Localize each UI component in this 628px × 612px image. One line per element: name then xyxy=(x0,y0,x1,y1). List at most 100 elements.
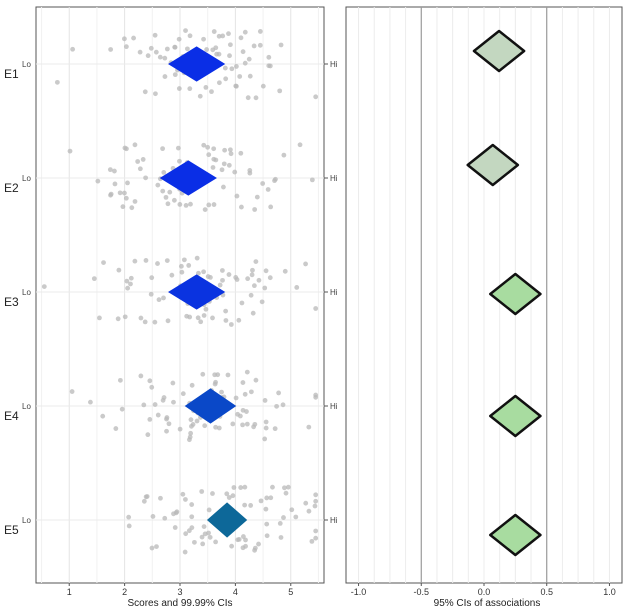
score-point xyxy=(132,142,138,148)
score-point xyxy=(262,436,268,442)
score-point xyxy=(188,430,194,436)
score-point xyxy=(210,165,216,170)
score-point xyxy=(164,428,169,434)
associations-tick-label: -1.0 xyxy=(351,587,367,597)
score-point xyxy=(234,277,240,282)
row-low-anchor: Lo xyxy=(22,174,31,183)
score-point xyxy=(119,406,125,412)
score-point xyxy=(216,33,222,39)
score-point xyxy=(278,42,284,48)
score-point xyxy=(215,372,221,378)
score-point xyxy=(266,54,272,60)
score-point xyxy=(117,190,123,196)
score-point xyxy=(172,72,178,78)
score-point xyxy=(219,268,225,273)
score-point xyxy=(213,539,218,545)
score-point xyxy=(171,399,176,405)
score-point xyxy=(197,93,203,99)
score-point xyxy=(246,56,252,62)
score-point xyxy=(280,402,286,408)
row-high-anchor: Hi xyxy=(330,288,338,297)
score-point xyxy=(265,187,271,192)
row-high-anchor: Hi xyxy=(330,174,338,183)
score-point xyxy=(238,150,244,156)
score-point xyxy=(272,426,278,432)
score-point xyxy=(223,76,229,82)
associations-x-ticks: -1.0 -0.5 0.0 0.5 1.0 xyxy=(351,583,616,597)
associations-x-axis-title: 95% CIs of associations xyxy=(434,598,541,609)
score-point xyxy=(160,188,166,194)
score-point xyxy=(221,161,227,167)
score-point xyxy=(254,194,260,200)
score-point xyxy=(230,421,236,427)
score-point xyxy=(268,204,274,210)
score-point xyxy=(249,272,255,278)
score-point xyxy=(155,261,160,266)
score-point xyxy=(233,83,239,89)
row-high-anchor: Hi xyxy=(330,402,338,411)
score-point xyxy=(97,315,102,321)
score-point xyxy=(124,278,130,284)
score-point xyxy=(226,162,232,168)
scores-tick-label: 5 xyxy=(288,587,293,597)
score-point xyxy=(251,283,257,289)
score-mean-diamond xyxy=(159,160,217,196)
score-point xyxy=(277,520,283,526)
score-point xyxy=(201,142,207,148)
score-point xyxy=(200,371,206,377)
score-point xyxy=(167,189,173,195)
score-point xyxy=(142,89,148,95)
score-point xyxy=(242,484,248,490)
score-point xyxy=(237,413,243,419)
score-point xyxy=(149,545,155,551)
score-point xyxy=(126,523,132,529)
score-point xyxy=(132,199,138,204)
scores-diamonds xyxy=(159,46,248,538)
score-point xyxy=(199,489,205,494)
score-point xyxy=(132,258,138,264)
score-point xyxy=(117,377,123,383)
score-point xyxy=(116,267,122,273)
score-point xyxy=(293,514,299,520)
score-point xyxy=(252,545,258,551)
score-point xyxy=(181,257,187,263)
score-point xyxy=(128,281,133,287)
row-low-anchor: Lo xyxy=(22,288,31,297)
score-point xyxy=(69,389,75,394)
score-point xyxy=(202,423,208,429)
score-point xyxy=(123,195,129,201)
score-point xyxy=(152,32,158,38)
score-point xyxy=(274,403,279,409)
row-label: E1 xyxy=(4,67,19,81)
score-point xyxy=(176,36,182,42)
score-point xyxy=(251,43,257,49)
score-point xyxy=(112,168,117,174)
score-point xyxy=(223,318,229,323)
score-point xyxy=(149,275,155,281)
score-point xyxy=(148,45,154,51)
score-point xyxy=(222,147,228,153)
score-point xyxy=(240,407,246,413)
score-point xyxy=(165,318,171,324)
score-point xyxy=(187,33,193,39)
score-point xyxy=(313,492,319,498)
score-point xyxy=(250,267,255,273)
score-point xyxy=(203,84,209,90)
score-point xyxy=(186,437,192,443)
score-point xyxy=(233,64,239,69)
scores-tick-label: 4 xyxy=(233,587,238,597)
score-point xyxy=(313,528,319,534)
score-point xyxy=(212,381,218,387)
score-point xyxy=(285,484,291,490)
score-point xyxy=(204,47,210,52)
row-label: E5 xyxy=(4,523,19,537)
score-point xyxy=(313,498,319,504)
score-point xyxy=(88,399,93,405)
score-point xyxy=(220,33,226,39)
score-point xyxy=(245,95,251,101)
score-point xyxy=(54,79,60,85)
row-low-anchor: Lo xyxy=(22,516,31,525)
score-point xyxy=(206,530,211,536)
score-point xyxy=(180,491,186,497)
